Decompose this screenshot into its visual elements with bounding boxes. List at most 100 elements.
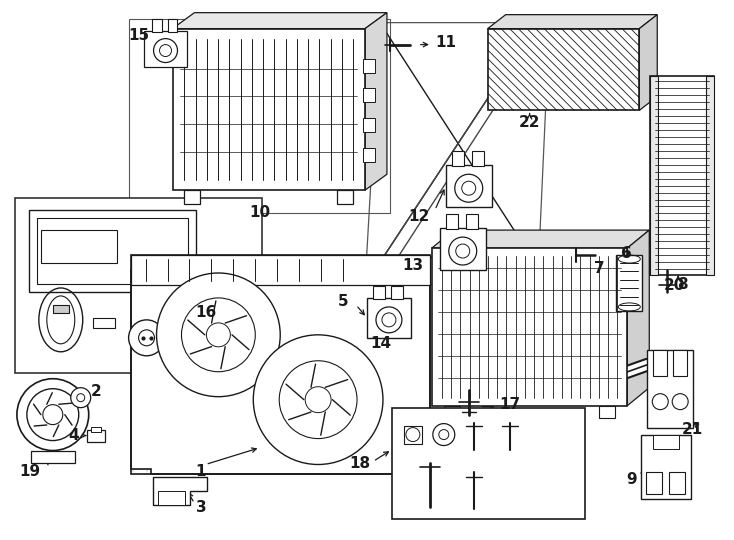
Bar [373,286,385,299]
Circle shape [17,379,89,450]
Bar [444,406,459,417]
Circle shape [77,394,84,402]
Bar [29,210,197,292]
Text: 18: 18 [349,456,370,471]
Circle shape [70,388,91,408]
Text: 9: 9 [627,472,637,487]
Text: 3: 3 [197,500,207,515]
Text: 16: 16 [195,306,217,320]
Text: 8: 8 [677,278,688,293]
Circle shape [206,323,230,347]
Polygon shape [487,15,657,29]
Circle shape [433,423,455,446]
Bar [167,19,178,32]
Bar [466,214,478,229]
Bar [617,255,642,311]
Bar [131,255,430,475]
Circle shape [456,244,470,258]
Bar [646,472,662,495]
Text: 17: 17 [500,397,521,412]
Bar [446,214,458,229]
Bar [653,435,679,449]
Bar [650,76,714,275]
Bar [391,286,403,299]
Bar [91,427,101,431]
Bar [673,350,687,376]
Circle shape [27,389,79,441]
Bar [404,426,422,443]
Bar [172,29,365,190]
Circle shape [153,38,178,63]
Text: 6: 6 [622,246,632,260]
Bar [15,198,262,373]
Bar [131,255,430,285]
Text: 5: 5 [338,294,348,309]
Circle shape [156,273,280,397]
Bar [144,31,187,66]
Bar [600,406,615,417]
Bar [37,218,189,284]
Polygon shape [432,230,650,248]
Bar [151,19,161,32]
Bar [158,491,186,505]
Circle shape [279,361,357,438]
Text: 19: 19 [19,464,40,479]
Bar [440,228,486,270]
Polygon shape [639,15,657,110]
Circle shape [439,430,448,440]
Circle shape [305,387,331,413]
Bar [337,190,353,204]
Text: 7: 7 [594,260,604,275]
Text: 12: 12 [409,208,430,224]
Circle shape [406,428,420,442]
Bar [452,151,464,166]
Bar [650,76,658,275]
Bar [472,151,484,166]
Text: 10: 10 [250,205,271,220]
Circle shape [181,298,255,372]
Bar [31,450,75,462]
Bar [363,118,375,132]
Circle shape [128,320,164,356]
Bar [53,305,69,313]
Circle shape [462,181,476,195]
Bar [487,29,639,110]
Bar [392,408,586,519]
Bar [706,76,714,275]
Circle shape [253,335,383,464]
Bar [128,19,390,213]
Bar [92,318,115,328]
Circle shape [159,45,172,57]
Bar [41,230,117,263]
Polygon shape [628,230,650,406]
Circle shape [43,404,63,424]
Polygon shape [365,12,387,190]
Bar [367,298,411,338]
Bar [642,435,691,500]
Text: 1: 1 [195,464,206,479]
Circle shape [653,394,668,410]
Bar [363,148,375,163]
Polygon shape [153,477,208,505]
Polygon shape [131,270,430,475]
Bar [653,350,667,376]
Text: 20: 20 [664,279,685,293]
Bar [432,248,628,406]
Circle shape [139,330,155,346]
Text: 11: 11 [435,35,456,50]
Circle shape [382,313,396,327]
Polygon shape [172,12,387,29]
Text: 15: 15 [128,28,150,43]
Bar [184,190,200,204]
Bar [669,472,685,495]
Bar [446,165,492,207]
Circle shape [448,237,476,265]
Circle shape [376,307,402,333]
Text: 13: 13 [403,258,424,273]
Bar [363,58,375,72]
Text: 4: 4 [69,428,79,443]
Text: 22: 22 [519,115,540,130]
Text: 14: 14 [370,336,391,352]
Circle shape [672,394,688,410]
Circle shape [455,174,483,202]
